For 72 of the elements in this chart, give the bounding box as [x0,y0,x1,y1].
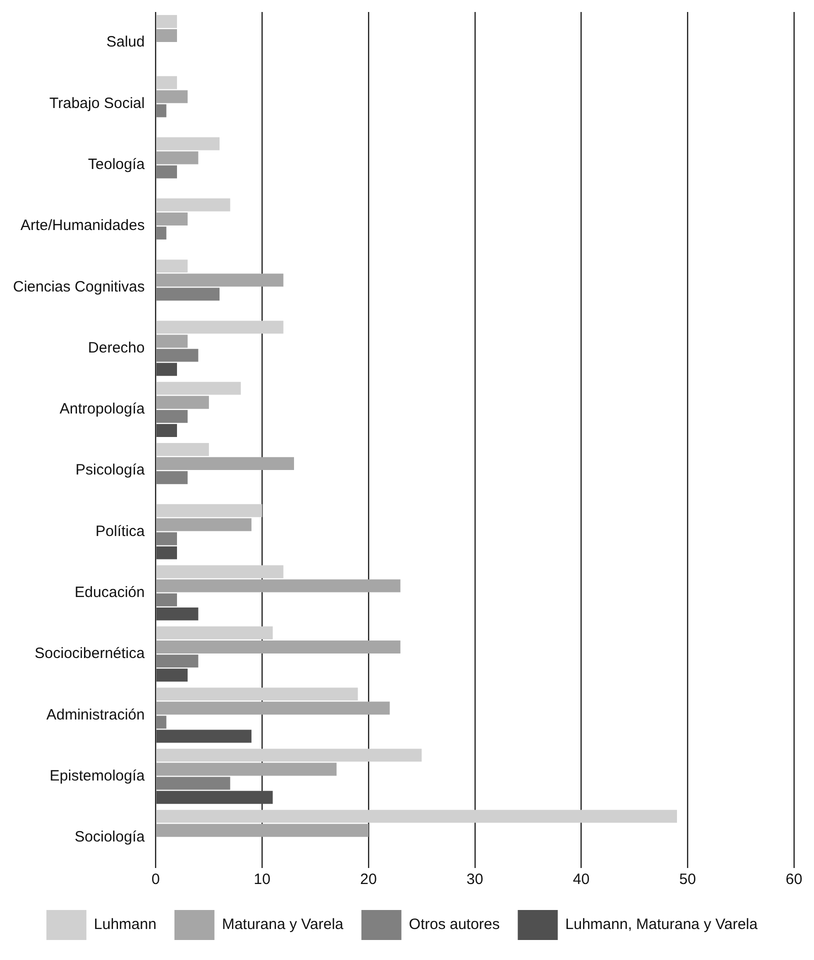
bar [156,151,198,164]
bar [156,348,198,362]
y-tick-label: Epistemología [50,767,146,784]
y-tick-label: Educación [74,584,145,601]
bar [156,607,198,620]
bar [156,320,284,334]
y-tick-label: Trabajo Social [49,94,145,112]
bar [156,810,677,823]
bar [156,424,177,437]
bar [156,824,368,837]
bar [156,137,220,150]
bar [156,593,177,606]
bar [156,212,188,226]
bar [156,15,177,28]
bar [156,443,209,456]
bar [156,565,284,578]
legend-label: Otros autores [408,916,500,934]
bar [156,518,252,532]
bar [156,288,220,301]
bar [156,457,294,470]
bar [156,396,209,409]
bar [156,688,358,701]
bar [156,90,188,104]
x-tick-label: 40 [572,871,590,888]
y-tick-label: Arte/Humanidades [20,217,145,234]
bar [156,274,284,287]
y-tick-label: Sociología [74,828,146,846]
legend-label: Luhmann [94,916,156,934]
y-tick-label: Antropología [60,400,146,418]
bar [156,471,188,484]
x-tick-label: 10 [254,871,270,888]
bar [156,654,198,668]
bar [156,226,166,240]
bar [156,104,166,118]
bar [156,29,177,42]
bar [156,410,188,423]
bar [156,546,177,560]
legend-label: Maturana y Varela [222,916,344,934]
bar [156,532,177,546]
bar [156,260,188,273]
bar [156,716,166,729]
x-tick-label: 20 [360,871,377,888]
bar [156,198,230,212]
y-tick-label: Sociocibernética [34,645,146,662]
bar [156,762,337,776]
y-tick-label: Derecho [88,339,145,356]
bar [156,702,390,715]
x-tick-label: 50 [679,871,696,888]
y-tick-label: Salud [106,34,145,51]
y-tick-label: Psicología [76,462,146,479]
bar [156,76,177,90]
x-tick-label: 30 [466,871,484,888]
bar [156,362,177,376]
bar [156,165,177,178]
bar [156,382,241,395]
y-tick-label: Administración [46,706,145,724]
x-tick-label: 0 [152,871,160,888]
bar [156,640,400,654]
legend-label: Luhmann, Maturana y Varela [565,916,758,934]
bar [156,626,273,640]
y-tick-label: Política [96,522,146,540]
bar [156,730,252,743]
bar [156,790,273,804]
x-tick-label: 60 [786,871,802,888]
y-tick-label: Ciencias Cognitivas [12,278,145,296]
bar [156,334,188,348]
bar [156,776,230,790]
bar [156,579,400,592]
bar [156,504,262,518]
bar [156,748,422,762]
bar [156,668,188,682]
y-tick-label: Teología [88,156,146,173]
